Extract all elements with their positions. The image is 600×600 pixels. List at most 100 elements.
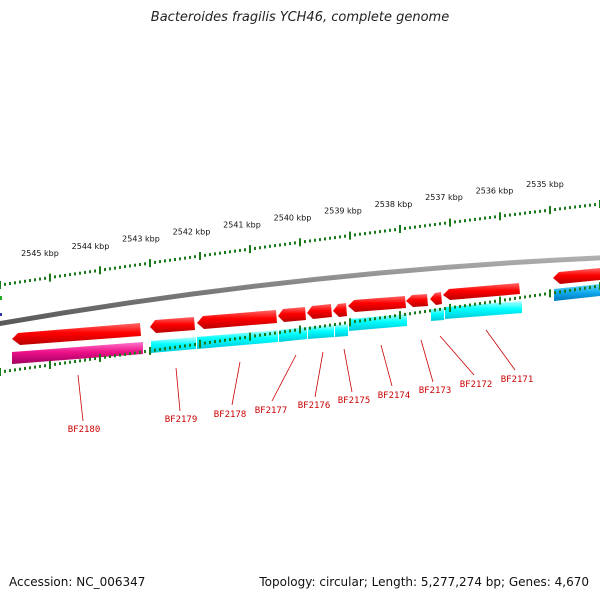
minor-tick xyxy=(344,234,346,238)
gene-bf2172-forward[interactable] xyxy=(430,292,442,305)
gene-label[interactable]: BF2176 xyxy=(298,401,331,411)
minor-tick xyxy=(354,233,356,237)
minor-tick xyxy=(334,323,336,326)
minor-tick xyxy=(589,203,591,207)
minor-tick xyxy=(314,325,316,329)
minor-tick xyxy=(484,301,486,305)
minor-tick xyxy=(419,224,421,228)
gene-bf2175-forward[interactable] xyxy=(333,303,347,317)
scale-label: 2535 kbp xyxy=(526,180,564,189)
minor-tick xyxy=(484,216,486,220)
major-tick xyxy=(149,346,151,355)
minor-tick xyxy=(164,259,166,263)
minor-tick xyxy=(469,218,471,222)
gene-bf2176-forward[interactable] xyxy=(307,304,332,319)
gene-bf2178-reverse[interactable] xyxy=(197,330,278,349)
minor-tick xyxy=(284,330,286,334)
gene-bf2180-reverse[interactable] xyxy=(12,342,143,364)
minor-tick xyxy=(379,230,381,234)
major-tick xyxy=(299,325,301,334)
minor-tick xyxy=(584,204,586,208)
scale-label: 2536 kbp xyxy=(476,187,514,196)
minor-tick xyxy=(434,308,436,312)
reverse-strand-genes xyxy=(12,284,600,364)
gene-bf2174-reverse[interactable] xyxy=(349,314,407,331)
minor-tick xyxy=(454,220,456,224)
minor-tick xyxy=(264,333,266,336)
gene-bf2179-reverse[interactable] xyxy=(151,337,196,353)
gene-bf2178-forward[interactable] xyxy=(197,310,277,329)
minor-tick xyxy=(534,210,536,214)
gene-bf2174-forward[interactable] xyxy=(348,296,406,312)
minor-tick xyxy=(304,327,306,331)
minor-tick xyxy=(529,211,531,214)
minor-tick xyxy=(69,273,71,277)
gene-bf2171-forward[interactable] xyxy=(443,283,520,300)
gene-bf2177-forward[interactable] xyxy=(278,307,306,322)
minor-tick xyxy=(139,263,141,266)
gene-label[interactable]: BF2173 xyxy=(419,386,452,396)
minor-tick xyxy=(574,205,576,209)
minor-tick xyxy=(519,212,521,216)
scale-label: 2541 kbp xyxy=(223,221,261,230)
minor-tick xyxy=(79,271,81,275)
gene-bf2177-reverse[interactable] xyxy=(279,327,307,342)
gene-bf2173-reverse[interactable] xyxy=(431,308,444,321)
left-edge-marker xyxy=(0,296,2,300)
scale-label: 2537 kbp xyxy=(425,193,463,202)
minor-tick xyxy=(19,280,21,284)
minor-tick xyxy=(394,228,396,232)
minor-tick xyxy=(414,311,416,315)
gene-bf2179-forward[interactable] xyxy=(150,317,195,333)
minor-tick xyxy=(339,235,341,239)
minor-tick xyxy=(29,279,31,282)
minor-tick xyxy=(274,331,276,335)
minor-tick xyxy=(269,244,271,248)
gene-label[interactable]: BF2179 xyxy=(165,415,198,425)
minor-tick xyxy=(404,226,406,230)
minor-tick xyxy=(194,343,196,346)
major-tick xyxy=(199,252,201,260)
gene-label[interactable]: BF2177 xyxy=(255,406,288,416)
minor-tick xyxy=(524,211,526,215)
gene-label[interactable]: BF2178 xyxy=(214,410,247,420)
minor-tick xyxy=(514,296,516,300)
gene-bf2172-reverse[interactable] xyxy=(445,301,522,319)
minor-tick xyxy=(569,288,571,292)
minor-tick xyxy=(9,369,11,373)
gene-label[interactable]: BF2174 xyxy=(378,391,411,401)
genome-stats-text: Topology: circular; Length: 5,277,274 bp… xyxy=(259,575,589,589)
minor-tick xyxy=(169,346,171,350)
minor-tick xyxy=(429,309,431,313)
minor-tick xyxy=(259,246,261,250)
minor-tick xyxy=(539,209,541,213)
minor-tick xyxy=(569,206,571,210)
minor-tick xyxy=(164,347,166,351)
minor-tick xyxy=(434,223,436,226)
left-edge-marker xyxy=(0,313,2,316)
minor-tick xyxy=(44,364,46,368)
gene-label[interactable]: BF2175 xyxy=(338,396,371,406)
gene-right-forward[interactable] xyxy=(553,268,600,284)
minor-tick xyxy=(459,304,461,308)
minor-tick xyxy=(154,348,156,352)
gene-right-reverse[interactable] xyxy=(554,284,600,301)
gene-label[interactable]: BF2171 xyxy=(501,375,534,385)
scale-label: 2543 kbp xyxy=(122,235,160,244)
minor-tick xyxy=(464,219,466,223)
gene-label[interactable]: BF2172 xyxy=(460,380,493,390)
minor-tick xyxy=(159,260,161,264)
minor-tick xyxy=(104,268,106,271)
gene-label[interactable]: BF2180 xyxy=(68,425,101,435)
minor-tick xyxy=(539,293,541,297)
gene-bf2175-reverse[interactable] xyxy=(335,324,348,337)
minor-tick xyxy=(474,302,476,306)
minor-tick xyxy=(319,325,321,329)
gene-bf2180-forward[interactable] xyxy=(12,323,141,345)
minor-tick xyxy=(74,272,76,276)
major-tick xyxy=(549,289,551,298)
minor-tick xyxy=(344,321,346,325)
gene-bf2173-forward[interactable] xyxy=(406,294,428,307)
minor-tick xyxy=(279,330,281,334)
minor-tick xyxy=(424,310,426,313)
